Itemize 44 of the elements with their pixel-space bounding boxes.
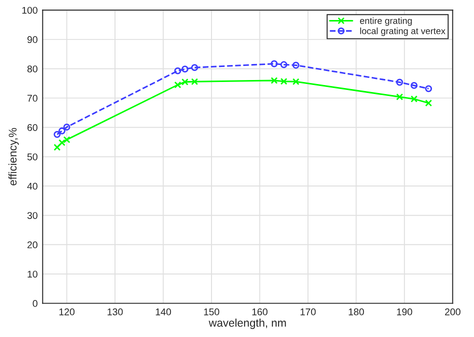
point [396, 78, 404, 86]
y-tick-label: 90 [27, 36, 38, 44]
point [174, 67, 182, 74]
point [270, 60, 278, 68]
point [54, 144, 61, 151]
x-tick-label: 120 [59, 308, 75, 316]
x-tick-label: 150 [204, 308, 220, 316]
legend-label: entire grating [360, 17, 412, 26]
x-tick-label: 200 [445, 308, 460, 316]
y-tick-label: 60 [27, 124, 38, 132]
y-axis-title: efficiency,% [8, 128, 19, 186]
y-tick-label: 80 [27, 65, 38, 72]
x-tick-label: 160 [252, 308, 268, 316]
point [280, 78, 288, 85]
x-tick-label: 170 [300, 308, 316, 316]
point [63, 124, 70, 131]
point [425, 100, 432, 107]
x-tick-label: 140 [156, 308, 171, 316]
y-tick-label: 20 [27, 241, 38, 248]
point [292, 78, 300, 86]
y-tick-label: 50 [27, 153, 38, 160]
point [270, 77, 278, 84]
point [410, 82, 418, 89]
point [425, 85, 432, 92]
y-tick-label: 30 [27, 212, 38, 219]
y-tick-label: 10 [28, 270, 38, 278]
point [396, 93, 404, 100]
point [58, 127, 66, 134]
y-tick-label: 100 [22, 6, 38, 14]
x-axis-title: wavelength, nm [208, 318, 286, 329]
y-tick-label: 40 [27, 182, 38, 190]
point [181, 66, 188, 73]
point [54, 130, 61, 138]
legend-label: local grating at vertex [360, 28, 446, 36]
point [410, 95, 418, 102]
x-tick-label: 130 [108, 308, 123, 316]
point [280, 61, 288, 68]
x-tick-label: 180 [348, 308, 364, 316]
x-tick-label: 190 [397, 308, 412, 316]
y-tick-label: 0 [32, 300, 38, 307]
point [292, 62, 300, 69]
point [191, 64, 198, 72]
y-tick-label: 70 [27, 94, 38, 102]
point [191, 78, 198, 86]
